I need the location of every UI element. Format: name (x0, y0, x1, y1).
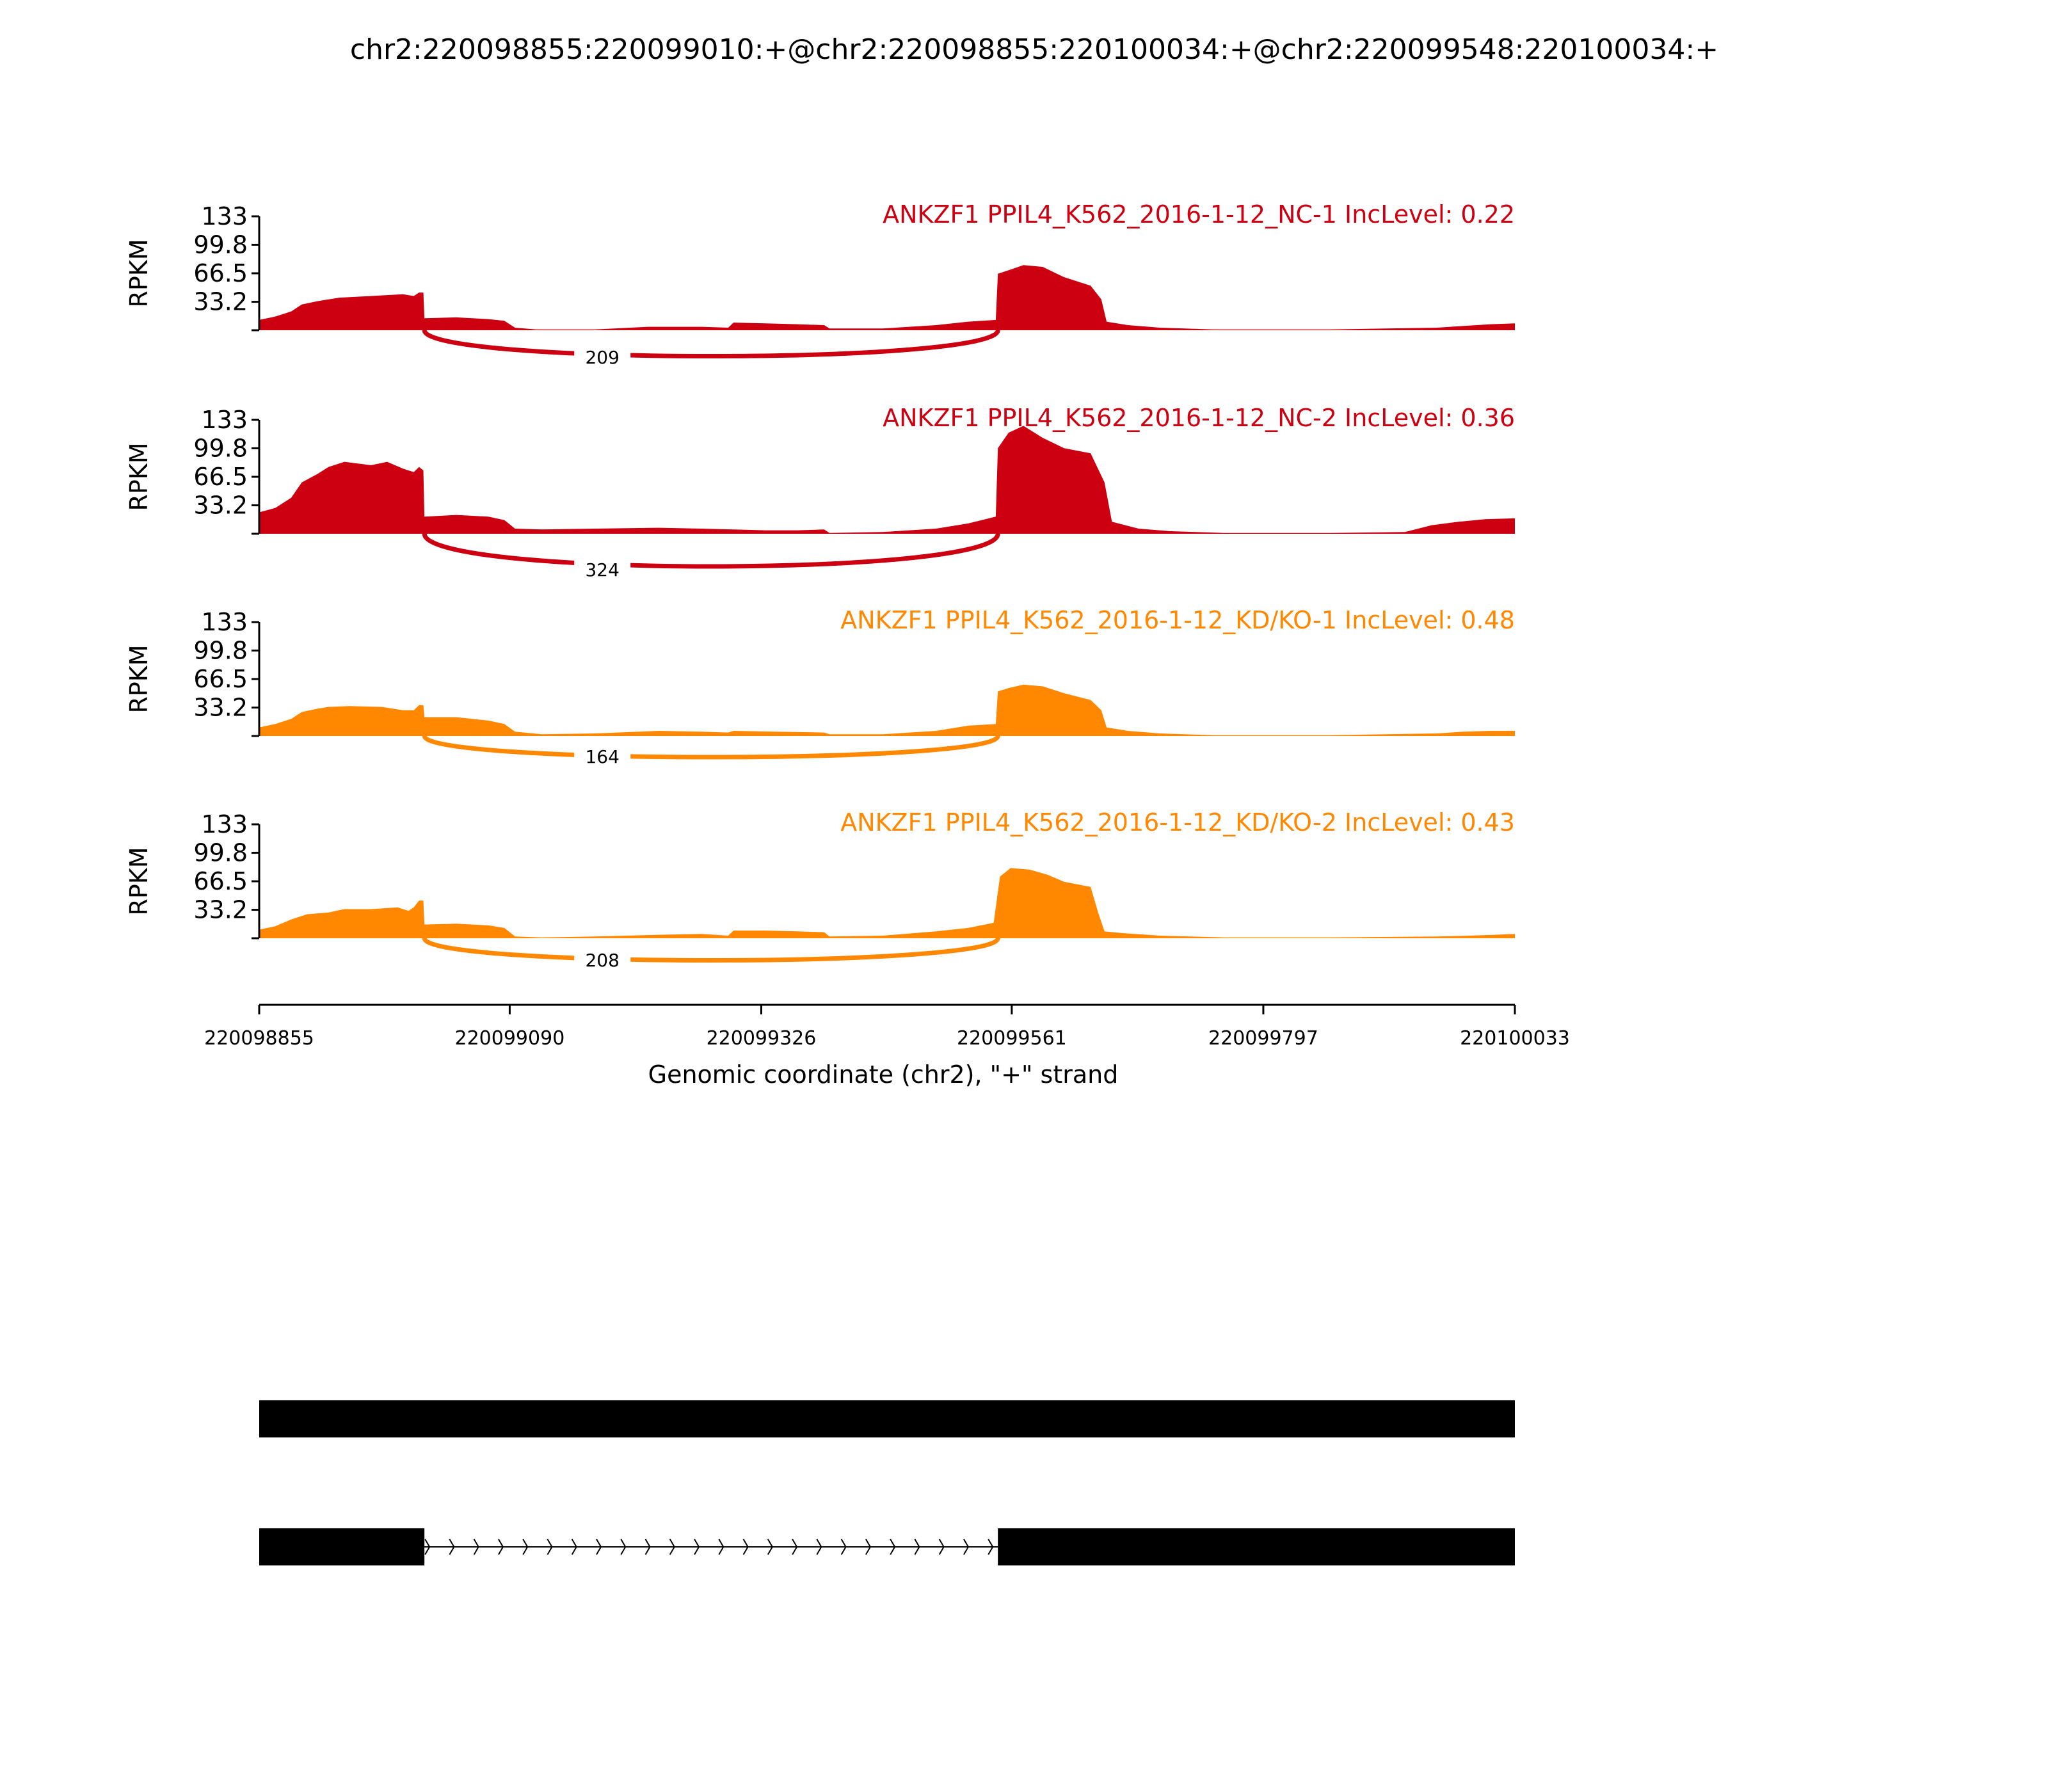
y-tick-label: 66.5 (193, 463, 248, 491)
exon-block (259, 1528, 425, 1565)
y-axis-label: RPKM (125, 442, 153, 511)
intron-arrow (890, 1539, 896, 1555)
coverage-area (259, 426, 1515, 534)
y-tick-label: 99.8 (193, 636, 248, 664)
intron-arrow (792, 1539, 798, 1555)
coverage-area (259, 684, 1515, 736)
junction-reads-label: 209 (585, 347, 619, 368)
intron-arrow (449, 1539, 455, 1555)
x-tick-label: 220099561 (957, 1027, 1067, 1050)
y-tick-label: 33.2 (193, 896, 248, 924)
y-tick-label: 99.8 (193, 838, 248, 867)
junction-label-bg (574, 347, 631, 369)
intron-arrow (644, 1539, 651, 1555)
figure-title: chr2:220098855:220099010:+@chr2:22009885… (350, 33, 1718, 66)
exon-block (998, 1528, 1515, 1565)
junction-reads-label: 324 (585, 559, 619, 580)
x-tick-label: 220099797 (1208, 1027, 1318, 1050)
y-tick-label: 33.2 (193, 492, 248, 520)
intron-arrow (914, 1539, 920, 1555)
x-axis: 220098855 220099090 220099326 220099561 2200… (204, 1004, 1570, 1050)
isoform-models (259, 1400, 1515, 1565)
y-tick-label: 66.5 (193, 867, 248, 895)
isoform-2 (259, 1528, 1515, 1565)
intron-arrow (938, 1539, 945, 1555)
intron-arrow (522, 1539, 529, 1555)
intron-arrow (694, 1539, 700, 1555)
x-tick-label: 220100033 (1460, 1027, 1570, 1050)
intron-arrow (988, 1539, 994, 1555)
x-tick-label: 220098855 (204, 1027, 314, 1050)
intron-arrow (473, 1539, 479, 1555)
y-tick-label: 99.8 (193, 434, 248, 462)
junction-arc (422, 937, 1000, 963)
junction-label-bg (574, 559, 631, 581)
intron-arrow (767, 1539, 774, 1555)
isoform-1 (259, 1400, 1515, 1437)
y-axis-label: RPKM (125, 239, 153, 307)
y-tick-label: 99.8 (193, 230, 248, 259)
junction-arc (422, 735, 1000, 760)
sample-label: ANKZF1 PPIL4_K562_2016-1-12_NC-1 IncLeve… (883, 200, 1515, 228)
y-tick-label: 133 (201, 406, 248, 434)
sample-label: ANKZF1 PPIL4_K562_2016-1-12_KD/KO-1 IncL… (840, 606, 1515, 634)
junction-reads-label: 208 (585, 950, 619, 971)
intron-arrow (840, 1539, 847, 1555)
intron-arrow (571, 1539, 577, 1555)
x-axis-label: Genomic coordinate (chr2), "+" strand (648, 1060, 1119, 1089)
intron-arrow (669, 1539, 675, 1555)
y-axis-label: RPKM (125, 644, 153, 713)
x-tick-label: 220099326 (707, 1027, 817, 1050)
y-tick-label: 133 (201, 608, 248, 636)
coverage-area (259, 868, 1515, 938)
y-tick-label: 66.5 (193, 259, 248, 287)
intron-arrow (620, 1539, 627, 1555)
intron-arrow (816, 1539, 822, 1555)
junction-label-bg (574, 746, 631, 768)
junction-arc (422, 532, 1000, 569)
intron-arrow (498, 1539, 504, 1555)
y-tick-label: 33.2 (193, 288, 248, 316)
intron-arrow (865, 1539, 872, 1555)
intron-arrow (742, 1539, 749, 1555)
junction-label-bg (574, 950, 631, 972)
intron-arrow (596, 1539, 602, 1555)
intron-arrow (718, 1539, 724, 1555)
sample-label: ANKZF1 PPIL4_K562_2016-1-12_NC-2 IncLeve… (883, 404, 1515, 432)
intron-arrow (424, 1539, 431, 1555)
exon-block (259, 1400, 1515, 1437)
y-tick-label: 133 (201, 202, 248, 230)
y-tick-label: 66.5 (193, 665, 248, 693)
junction-reads-label: 164 (585, 746, 619, 767)
intron-arrow (963, 1539, 970, 1555)
coverage-area (259, 265, 1515, 330)
sample-label: ANKZF1 PPIL4_K562_2016-1-12_KD/KO-2 IncL… (840, 808, 1515, 836)
junction-arc (422, 329, 1000, 358)
y-tick-label: 33.2 (193, 694, 248, 722)
y-axis-label: RPKM (125, 847, 153, 915)
x-tick-label: 220099090 (455, 1027, 565, 1050)
intron-arrow (547, 1539, 553, 1555)
y-tick-label: 133 (201, 810, 248, 838)
